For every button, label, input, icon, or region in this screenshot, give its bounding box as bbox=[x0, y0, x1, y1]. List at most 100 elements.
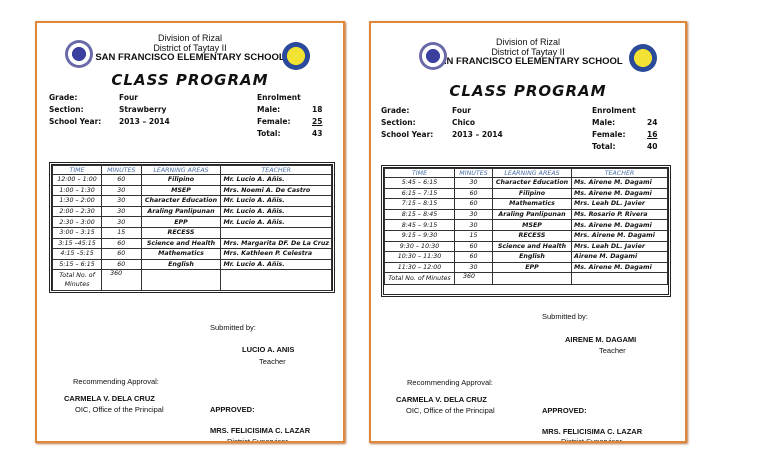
approved-label: APPROVED: bbox=[210, 405, 255, 414]
table-row: 5:15 – 6:15 60 English Mr. Lucio A. Añis. bbox=[51, 258, 332, 271]
info-enrolment-label: Enrolment bbox=[592, 106, 636, 115]
column-header: MINUTES bbox=[454, 168, 493, 178]
info-section: Chico bbox=[452, 118, 476, 127]
minutes-cell: 30 bbox=[454, 261, 493, 274]
minutes-cell: 60 bbox=[454, 251, 493, 263]
division-text: Division of Rizal bbox=[157, 33, 223, 43]
class-program-page-strawberry: Division of Rizal District of Taytay II SA… bbox=[35, 21, 345, 443]
minutes-cell: 60 bbox=[454, 198, 493, 210]
table-row: 6:15 – 7:15 60 Filipino Ms. Airene M. Dagam… bbox=[384, 187, 668, 200]
time-cell: 1:30 – 2:00 bbox=[51, 195, 103, 207]
supervisor-name: MRS. FELICISIMA C. LAZAR bbox=[210, 426, 311, 435]
column-header: LEARNING AREAS bbox=[492, 168, 572, 178]
info-year: 2013 – 2014 bbox=[452, 130, 503, 139]
teacher-cell: Airene M. Dagami bbox=[571, 251, 668, 263]
teacher-cell: Mrs. Kathleen P. Celestra bbox=[220, 248, 332, 260]
time-cell: 7:15 – 8:15 bbox=[384, 198, 455, 210]
total-row: Total No. of Minutes 360 bbox=[384, 272, 668, 286]
info-total: 40 bbox=[647, 142, 658, 151]
info-total-label: Total: bbox=[257, 129, 281, 138]
teacher-cell: Ms. Airene M. Dagami bbox=[571, 219, 668, 231]
teacher-title: Teacher bbox=[599, 346, 626, 355]
approved-label: APPROVED: bbox=[542, 406, 587, 415]
teacher-cell: Mr. Lucio A. Añis. bbox=[220, 174, 332, 186]
info-male-label: Male: bbox=[592, 118, 616, 127]
learning-area-cell: English bbox=[140, 258, 222, 271]
table-row: 10:30 – 11:30 60 English Airene M. Dagami bbox=[384, 251, 668, 263]
table-row: 2:30 – 3:00 30 EPP Mr. Lucio A. Añis. bbox=[51, 216, 332, 228]
time-cell: 9:30 – 10:30 bbox=[384, 240, 455, 253]
learning-area-cell: Mathematics bbox=[140, 248, 222, 260]
recommending-label: Recommending Approval: bbox=[407, 378, 493, 387]
time-cell: 10:30 – 11:30 bbox=[384, 251, 455, 263]
learning-area-cell: RECESS bbox=[140, 226, 222, 239]
info-female-label: Female: bbox=[592, 130, 626, 139]
info-grade: Four bbox=[119, 93, 139, 102]
teacher-cell: Mrs. Leah DL. Javier bbox=[571, 240, 668, 253]
teacher-cell: Mrs. Leah DL. Javier bbox=[571, 198, 668, 210]
learning-area-cell: Character Education bbox=[140, 195, 222, 207]
total-label: Total No. of Minutes bbox=[51, 269, 103, 292]
minutes-cell: 30 bbox=[101, 195, 142, 207]
minutes-cell: 60 bbox=[101, 237, 142, 250]
info-section-label: Section: bbox=[49, 105, 84, 114]
page-title: CLASS PROGRAM bbox=[449, 82, 607, 100]
learning-area-cell: Science and Health bbox=[492, 240, 572, 253]
teacher-cell: Mr. Lucio A. Añis. bbox=[220, 195, 332, 207]
empty-cell bbox=[220, 269, 332, 292]
column-header: MINUTES bbox=[101, 165, 142, 175]
minutes-cell: 60 bbox=[101, 248, 142, 260]
minutes-cell: 30 bbox=[454, 219, 493, 231]
table-row: 1:30 – 2:00 30 Character Education Mr. Luci… bbox=[51, 195, 332, 207]
minutes-cell: 15 bbox=[454, 229, 493, 242]
table-row: 8:45 – 9:15 30 MSEP Ms. Airene M. Dagami bbox=[384, 219, 668, 231]
info-female: 25 bbox=[312, 117, 323, 126]
school-name: SAN FRANCISCO ELEMENTARY SCHOOL bbox=[433, 56, 623, 67]
learning-area-cell: Araling Panlipunan bbox=[140, 205, 222, 218]
table-row: 4:15 –5:15 60 Mathematics Mrs. Kathleen P. … bbox=[51, 248, 332, 260]
info-total: 43 bbox=[312, 129, 323, 138]
table-row: 5:45 – 6:15 30 Character Education Ms. Aire… bbox=[384, 177, 668, 189]
table-row: 8:15 – 8:45 30 Araling Panlipunan Ms. Rosar… bbox=[384, 208, 668, 221]
principal-title: OIC, Office of the Principal bbox=[406, 406, 495, 415]
column-header: TEACHER bbox=[571, 168, 668, 178]
info-female-label: Female: bbox=[257, 117, 291, 126]
empty-cell bbox=[571, 272, 668, 286]
recommending-label: Recommending Approval: bbox=[73, 377, 159, 386]
info-total-label: Total: bbox=[592, 142, 616, 151]
submitted-by-label: Submitted by: bbox=[210, 323, 256, 332]
time-cell: 9:15 – 9:30 bbox=[384, 229, 455, 242]
teacher-cell: Ms. Airene M. Dagami bbox=[571, 261, 668, 274]
teacher-title: Teacher bbox=[259, 357, 286, 366]
supervisor-title: District Supervisor bbox=[561, 437, 622, 443]
time-cell: 8:45 – 9:15 bbox=[384, 219, 455, 231]
column-header: LEARNING AREAS bbox=[140, 165, 222, 175]
teacher-cell: Mrs. Airene M. Dagami bbox=[571, 229, 668, 242]
info-grade: Four bbox=[452, 106, 472, 115]
teacher-cell: Ms. Airene M. Dagami bbox=[571, 187, 668, 200]
time-cell: 2:30 – 3:00 bbox=[51, 216, 103, 228]
table-row: 1:00 – 1:30 30 MSEP Mrs. Noemi A. De Castro bbox=[51, 184, 332, 197]
learning-area-cell: EPP bbox=[140, 216, 222, 228]
column-header: TEACHER bbox=[220, 165, 332, 175]
column-header: TIME bbox=[51, 165, 103, 175]
learning-area-cell: Araling Panlipunan bbox=[492, 208, 572, 221]
info-female: 16 bbox=[647, 130, 658, 139]
learning-area-cell: RECESS bbox=[492, 229, 572, 242]
deped-seal-logo bbox=[65, 40, 93, 68]
teacher-cell: Mr. Lucio A. Añis. bbox=[220, 258, 332, 271]
minutes-cell: 30 bbox=[454, 208, 493, 221]
time-cell: 5:15 – 6:15 bbox=[51, 258, 103, 271]
principal-title: OIC, Office of the Principal bbox=[75, 405, 164, 414]
learning-area-cell: EPP bbox=[492, 261, 572, 274]
info-year-label: School Year: bbox=[381, 130, 434, 139]
schedule-table: TIME MINUTES LEARNING AREAS TEACHER 5:45 – 6… bbox=[381, 165, 671, 297]
empty-cell bbox=[140, 269, 222, 292]
learning-area-cell: MSEP bbox=[492, 219, 572, 231]
minutes-cell: 30 bbox=[101, 184, 142, 197]
district-text: District of Taytay II bbox=[491, 47, 565, 57]
learning-area-cell: Filipino bbox=[492, 187, 572, 200]
teacher-cell bbox=[220, 226, 332, 239]
principal-name: CARMELA V. DELA CRUZ bbox=[396, 395, 487, 404]
info-grade-label: Grade: bbox=[381, 106, 410, 115]
